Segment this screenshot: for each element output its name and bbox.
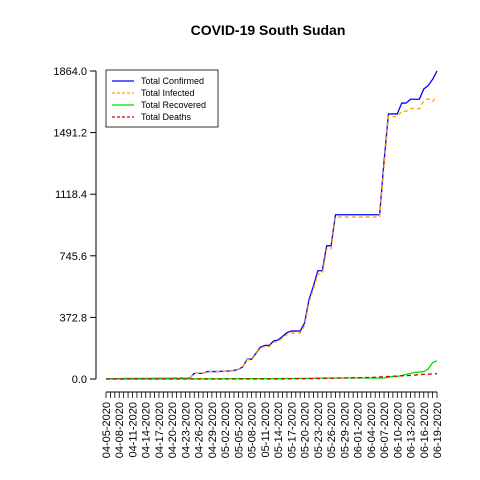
y-tick-label: 0.0	[72, 374, 87, 386]
x-tick-label: 05-08-2020	[247, 402, 259, 458]
series-line-3	[106, 373, 438, 380]
y-tick-label: 372.8	[59, 312, 87, 324]
legend-label: Total Confirmed	[141, 76, 204, 86]
x-tick-label: 04-20-2020	[167, 402, 179, 458]
y-tick-label: 1118.4	[55, 189, 87, 201]
legend-label: Total Deaths	[141, 112, 192, 122]
x-tick-label: 05-26-2020	[326, 402, 338, 458]
legend-label: Total Recovered	[141, 100, 206, 110]
x-tick-label: 05-17-2020	[286, 402, 298, 458]
y-tick-label: 1491.2	[53, 128, 87, 140]
x-tick-label: 06-07-2020	[379, 402, 391, 458]
axes-layer: 0.0 372.8 745.6 1118.4 1491.2 1864.0 04-05-202…	[53, 66, 444, 458]
x-tick-label: 04-29-2020	[207, 402, 219, 458]
series-layer	[105, 70, 438, 380]
x-tick-label: 05-23-2020	[313, 402, 325, 458]
legend-label: Total Infected	[141, 88, 195, 98]
legend: Total Confirmed Total Infected Total Recov…	[105, 69, 219, 128]
y-tick-label: 1864.0	[53, 66, 87, 78]
x-tick-label: 04-26-2020	[194, 402, 206, 458]
x-tick-label: 04-08-2020	[114, 402, 126, 458]
x-tick-label: 05-29-2020	[339, 402, 351, 458]
x-tick-label: 05-20-2020	[300, 402, 312, 458]
x-tick-label: 06-19-2020	[432, 402, 444, 458]
series-line-0	[106, 70, 438, 380]
x-tick-label: 06-04-2020	[366, 402, 378, 458]
x-tick-label: 05-05-2020	[233, 402, 245, 458]
x-tick-label: 06-01-2020	[353, 402, 365, 458]
x-tick-label: 05-14-2020	[273, 402, 285, 458]
x-tick-label: 04-05-2020	[101, 402, 113, 458]
x-tick-label: 06-10-2020	[392, 402, 404, 458]
legend-entries: Total Confirmed Total Infected Total Recov…	[112, 76, 206, 122]
y-tick-label: 745.6	[59, 251, 87, 263]
x-tick-label: 06-16-2020	[419, 402, 431, 458]
x-tick-label: 04-23-2020	[180, 402, 192, 458]
chart-title: COVID-19 South Sudan	[191, 22, 346, 38]
x-tick-label: 04-11-2020	[127, 402, 139, 457]
x-tick-label: 05-11-2020	[260, 402, 272, 457]
x-tick-label: 05-02-2020	[220, 402, 232, 458]
x-tick-label: 04-17-2020	[154, 402, 166, 458]
x-tick-label: 04-14-2020	[141, 402, 153, 458]
series-line-1	[106, 95, 438, 380]
x-tick-label: 06-13-2020	[406, 402, 418, 458]
